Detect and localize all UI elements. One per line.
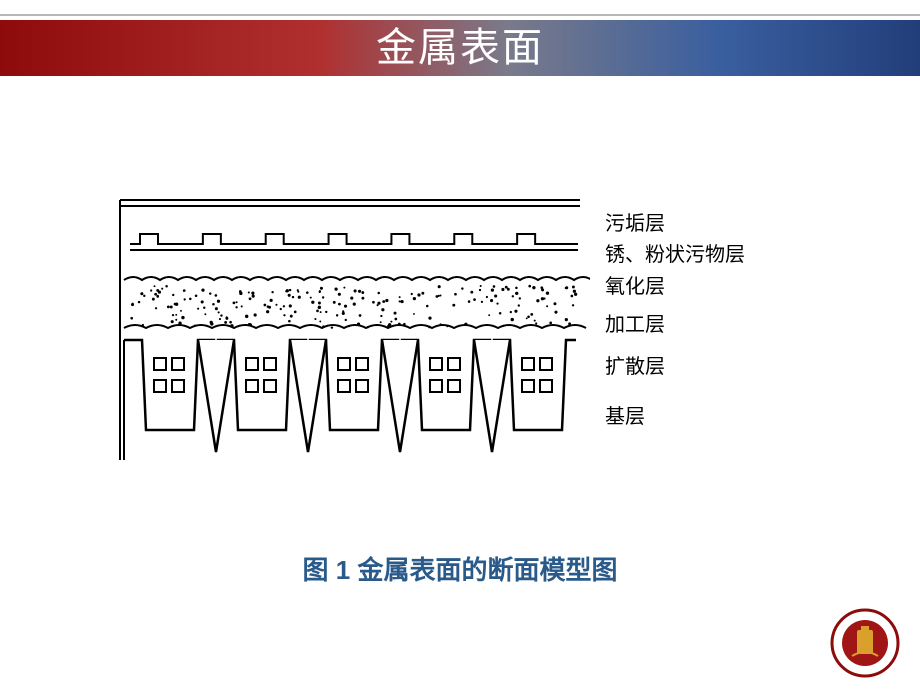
- cross-section-diagram: 污垢层锈、粉状污物层氧化层加工层扩散层基层: [110, 190, 710, 460]
- layer-label-rust: 锈、粉状污物层: [605, 238, 745, 267]
- figure-caption: 图 1 金属表面的断面模型图: [0, 550, 920, 587]
- slide-header: 金属表面: [0, 0, 920, 76]
- layer-label-base: 基层: [605, 400, 645, 429]
- university-logo-icon: [830, 608, 900, 678]
- layer-label-oxide: 氧化层: [605, 270, 665, 299]
- slide-title: 金属表面: [0, 20, 920, 76]
- diagram-svg: [110, 190, 590, 460]
- layer-label-work: 加工层: [605, 308, 665, 337]
- layer-label-diffusion: 扩散层: [605, 350, 665, 379]
- header-rule: [0, 14, 920, 16]
- layer-label-dirt: 污垢层: [605, 207, 665, 236]
